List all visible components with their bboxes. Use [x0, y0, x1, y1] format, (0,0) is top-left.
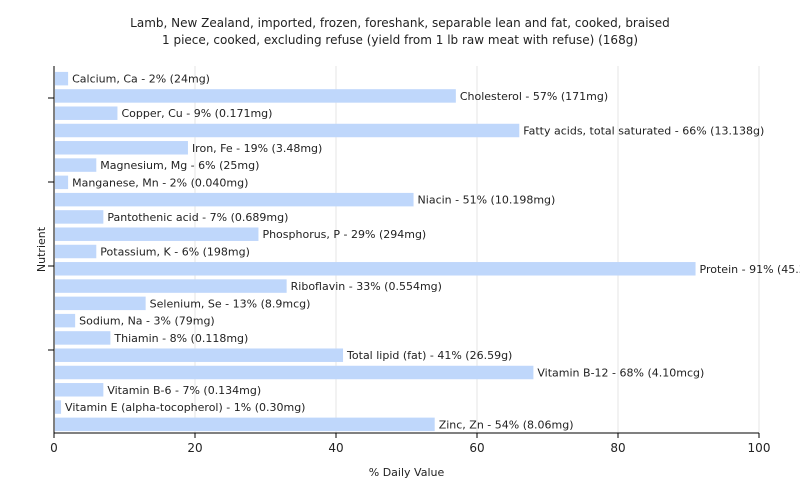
bar-label: Protein - 91% (45.31g): [700, 263, 800, 276]
bar-label: Copper, Cu - 9% (0.171mg): [121, 107, 272, 120]
bar-label: Vitamin E (alpha-tocopherol) - 1% (0.30m…: [65, 401, 305, 414]
bar-label: Phosphorus, P - 29% (294mg): [262, 228, 426, 241]
x-tick-label: 40: [328, 441, 343, 455]
bar: [55, 123, 520, 138]
bar: [55, 141, 188, 155]
bar-label: Total lipid (fat) - 41% (26.59g): [346, 349, 512, 362]
bar: [55, 244, 97, 259]
bar-label: Selenium, Se - 13% (8.9mcg): [150, 297, 311, 310]
bar: [55, 400, 62, 414]
bar: [55, 279, 287, 293]
bar-label: Fatty acids, total saturated - 66% (13.1…: [523, 125, 764, 138]
bar: [55, 348, 344, 362]
bar-label: Iron, Fe - 19% (3.48mg): [192, 142, 322, 155]
bar: [55, 262, 696, 276]
bar: [55, 417, 435, 432]
bar-label: Riboflavin - 33% (0.554mg): [291, 280, 442, 293]
bar: [55, 383, 104, 397]
chart-subtitle: 1 piece, cooked, excluding refuse (yield…: [162, 33, 638, 47]
bar-label: Manganese, Mn - 2% (0.040mg): [72, 176, 248, 189]
bar: [55, 89, 456, 103]
bar: [55, 331, 111, 345]
bar: [55, 175, 69, 190]
x-tick-label: 20: [187, 441, 202, 455]
x-axis-title: % Daily Value: [369, 466, 445, 479]
bar: [55, 313, 76, 328]
bar: [55, 106, 118, 120]
bar-label: Vitamin B-12 - 68% (4.10mcg): [537, 367, 704, 380]
bar: [55, 158, 97, 172]
bar-label: Potassium, K - 6% (198mg): [100, 246, 250, 259]
bar: [55, 192, 414, 207]
bar: [55, 210, 104, 224]
y-axis-title: Nutrient: [35, 226, 48, 272]
x-tick-label: 60: [469, 441, 484, 455]
x-tick-label: 0: [50, 441, 58, 455]
x-tick-label: 80: [610, 441, 625, 455]
bar-label: Sodium, Na - 3% (79mg): [79, 315, 215, 328]
bar: [55, 71, 69, 86]
bar-label: Calcium, Ca - 2% (24mg): [72, 73, 210, 86]
bar-label: Cholesterol - 57% (171mg): [460, 90, 608, 103]
bar: [55, 365, 534, 380]
x-tick-label: 100: [748, 441, 771, 455]
bar-label: Niacin - 51% (10.198mg): [418, 194, 556, 207]
bar: [55, 227, 259, 241]
bar-label: Pantothenic acid - 7% (0.689mg): [107, 211, 288, 224]
chart-title: Lamb, New Zealand, imported, frozen, for…: [130, 16, 670, 30]
bar: [55, 296, 146, 311]
bar-label: Magnesium, Mg - 6% (25mg): [100, 159, 259, 172]
bar-label: Thiamin - 8% (0.118mg): [113, 332, 248, 345]
bar-label: Vitamin B-6 - 7% (0.134mg): [107, 384, 261, 397]
bar-label: Zinc, Zn - 54% (8.06mg): [439, 418, 574, 431]
